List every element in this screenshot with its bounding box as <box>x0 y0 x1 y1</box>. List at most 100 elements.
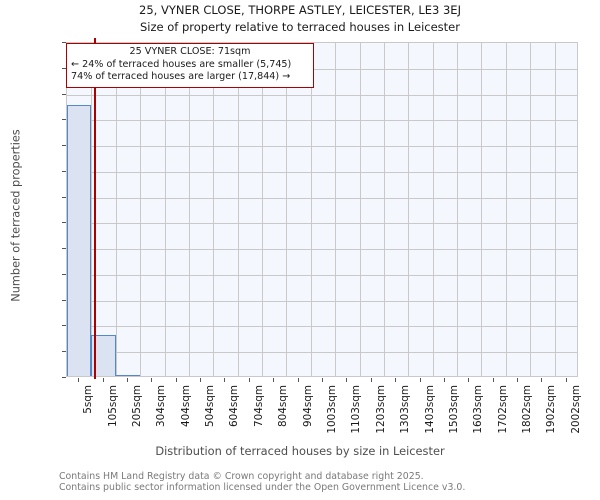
y-axis-tick-mark <box>62 42 66 43</box>
x-axis-tick-label: 304sqm <box>155 385 168 427</box>
gridline-vertical <box>310 43 312 376</box>
gridline-vertical <box>237 43 239 376</box>
x-axis-tick-mark <box>346 378 348 382</box>
x-axis-tick-label: 1902sqm <box>545 385 558 434</box>
gridline-vertical <box>505 43 507 376</box>
x-axis-tick-mark <box>565 378 567 382</box>
y-axis-tick-mark <box>62 299 66 301</box>
x-axis-tick-mark <box>78 378 80 382</box>
footer-line-1: Contains HM Land Registry data © Crown c… <box>59 471 424 482</box>
y-axis-tick-mark <box>62 67 66 69</box>
gridline-vertical <box>359 43 361 376</box>
chart-subtitle: Size of property relative to terraced ho… <box>139 20 460 34</box>
gridline-horizontal <box>67 171 577 173</box>
x-axis-tick-label: 1802sqm <box>521 385 534 434</box>
y-axis-tick-mark <box>62 248 66 250</box>
gridline-horizontal <box>67 120 577 122</box>
annotation-line-3: 74% of terraced houses are larger (17,84… <box>71 71 291 83</box>
gridline-vertical <box>286 43 288 376</box>
gridline-horizontal <box>67 68 577 70</box>
y-axis-tick-mark <box>62 145 66 147</box>
chart-title: 25, VYNER CLOSE, THORPE ASTLEY, LEICESTE… <box>139 3 461 17</box>
x-axis-tick-mark <box>419 378 421 382</box>
x-axis-tick-label: 1503sqm <box>447 385 460 434</box>
x-axis-tick-label: 704sqm <box>252 385 265 427</box>
gridline-vertical <box>457 43 459 376</box>
x-axis-tick-mark <box>468 378 470 382</box>
y-axis-tick-mark <box>62 93 66 95</box>
x-axis-tick-label: 1103sqm <box>350 385 363 434</box>
gridline-vertical <box>188 43 190 376</box>
footer-attribution: Contains HM Land Registry data © Crown c… <box>59 471 465 494</box>
annotation-line-1: 25 VYNER CLOSE: 71sqm <box>129 46 251 57</box>
x-axis-title: Distribution of terraced houses by size … <box>155 444 445 458</box>
x-axis-tick-label: 205sqm <box>130 385 143 427</box>
x-axis-tick-mark <box>322 378 323 382</box>
gridline-vertical <box>91 43 93 376</box>
footer-line-2: Contains public sector information licen… <box>59 482 466 494</box>
x-axis-tick-mark <box>151 378 153 382</box>
gridline-vertical <box>554 43 556 376</box>
x-axis-tick-mark <box>126 378 128 382</box>
x-axis-tick-label: 105sqm <box>106 385 119 427</box>
gridline-vertical <box>432 43 434 376</box>
x-axis-tick-mark <box>517 378 519 382</box>
x-axis-tick-mark <box>443 378 445 382</box>
x-axis-tick-label: 1403sqm <box>423 385 436 434</box>
y-axis-tick-mark <box>62 222 66 224</box>
histogram-bar <box>67 105 92 376</box>
gridline-vertical <box>115 43 117 376</box>
gridline-vertical <box>481 43 483 376</box>
gridline-vertical <box>140 43 142 376</box>
x-axis-tick-label: 1003sqm <box>326 385 338 434</box>
gridline-vertical <box>383 43 385 376</box>
annotation-line-2: ← 24% of terraced houses are smaller (5,… <box>71 58 292 70</box>
y-axis-title: Number of terraced properties <box>9 129 23 302</box>
gridline-horizontal <box>67 223 577 225</box>
gridline-horizontal <box>67 249 577 251</box>
y-axis-tick-mark <box>62 377 66 378</box>
histogram-bar <box>115 374 141 376</box>
x-axis-tick-mark <box>370 378 372 382</box>
x-axis-tick-label: 604sqm <box>228 385 241 427</box>
y-axis-tick-mark <box>62 351 66 353</box>
x-axis-tick-mark <box>541 378 543 382</box>
y-axis-tick-mark <box>62 170 66 172</box>
gridline-vertical <box>213 43 215 376</box>
x-axis-tick-label: 2002sqm <box>569 385 582 434</box>
property-size-marker-line <box>94 38 96 379</box>
x-axis-tick-mark <box>492 378 494 382</box>
x-axis-tick-mark <box>224 378 226 382</box>
x-axis-tick-label: 504sqm <box>204 385 217 427</box>
property-annotation-box: 25 VYNER CLOSE: 71sqm ← 24% of terraced … <box>66 43 314 88</box>
y-axis-tick-mark <box>62 325 66 327</box>
gridline-horizontal <box>67 326 577 328</box>
x-axis-tick-label: 1303sqm <box>399 385 412 434</box>
x-axis-tick-mark <box>395 378 397 382</box>
y-axis-tick-mark <box>62 119 66 121</box>
gridline-vertical <box>335 43 337 376</box>
plot-area <box>66 42 578 377</box>
x-axis-tick-label: 804sqm <box>277 385 290 427</box>
gridline-horizontal <box>67 274 577 276</box>
gridline-horizontal <box>67 352 577 354</box>
y-axis-tick-mark <box>62 273 66 275</box>
x-axis-tick-label: 904sqm <box>301 385 314 427</box>
x-axis-tick-label: 1603sqm <box>472 385 485 434</box>
gridline-horizontal <box>67 300 577 302</box>
x-axis-tick-mark <box>273 378 275 382</box>
gridline-vertical <box>530 43 532 376</box>
gridline-horizontal <box>67 197 577 199</box>
gridline-vertical <box>408 43 410 376</box>
x-axis-tick-label: 1203sqm <box>374 385 387 434</box>
y-axis-tick-mark <box>62 196 66 198</box>
x-axis-tick-mark <box>175 378 177 382</box>
x-axis-tick-mark <box>102 378 104 382</box>
x-axis-tick-label: 1702sqm <box>496 385 509 434</box>
gridline-horizontal <box>67 94 577 96</box>
gridline-horizontal <box>67 146 577 148</box>
gridline-vertical <box>262 43 264 376</box>
x-axis-tick-mark <box>200 378 202 382</box>
x-axis-tick-label: 404sqm <box>179 385 192 427</box>
